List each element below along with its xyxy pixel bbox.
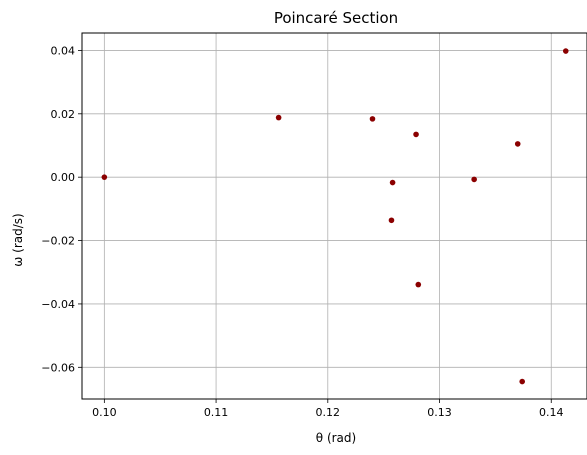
x-tick-label: 0.11 (204, 406, 229, 419)
plot-frame (82, 33, 587, 399)
data-point (519, 379, 525, 385)
chart-title: Poincaré Section (274, 9, 398, 27)
data-point (102, 174, 108, 180)
data-point (515, 141, 521, 147)
data-point (415, 282, 421, 288)
x-tick-label: 0.13 (427, 406, 452, 419)
data-point (413, 132, 419, 138)
y-tick-label: −0.06 (41, 361, 75, 374)
x-axis-label: θ (rad) (316, 431, 356, 445)
y-tick-label: −0.04 (41, 298, 75, 311)
scatter-points (102, 48, 569, 384)
y-axis-label: ω (rad/s) (11, 213, 25, 266)
y-tick-label: 0.00 (51, 171, 76, 184)
grid (82, 33, 587, 399)
data-point (563, 48, 569, 54)
data-point (471, 177, 477, 183)
y-tick-label: 0.04 (51, 44, 76, 57)
data-point (370, 116, 376, 122)
data-point (390, 180, 396, 186)
data-point (389, 217, 395, 223)
y-tick-label: −0.02 (41, 235, 75, 248)
y-tick-label: 0.02 (51, 108, 76, 121)
x-tick-label: 0.10 (92, 406, 117, 419)
x-tick-label: 0.12 (316, 406, 341, 419)
x-tick-label: 0.14 (539, 406, 564, 419)
ticks: 0.10 0.11 0.12 0.13 0.14 −0.06 −0.04 −0.02 0.00 0… (41, 44, 563, 419)
data-point (276, 115, 282, 121)
